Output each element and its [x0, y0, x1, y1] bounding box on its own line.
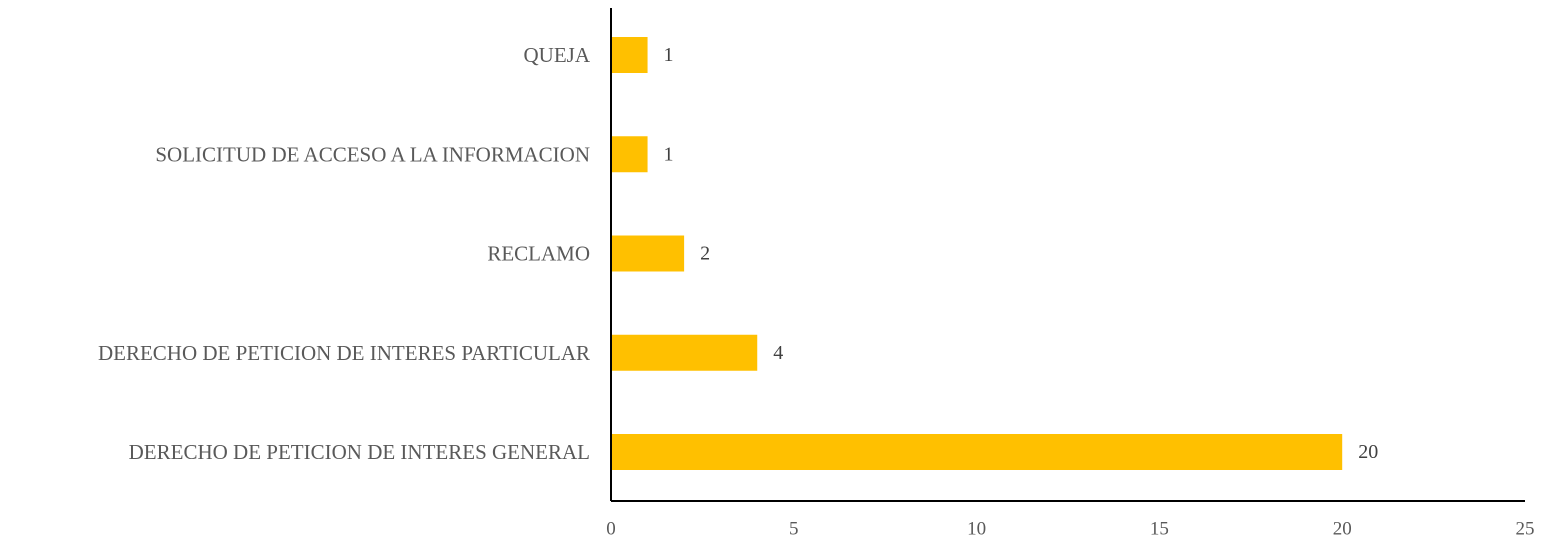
x-tick-label-0: 0 [606, 519, 616, 540]
data-label-1: 1 [664, 143, 674, 165]
x-tick-label-3: 15 [1150, 519, 1169, 540]
x-tick-label-4: 20 [1333, 519, 1352, 540]
data-label-4: 20 [1358, 441, 1378, 463]
category-label-0: QUEJA [524, 43, 591, 67]
x-tick-labels-group: 0 5 10 15 20 25 [606, 519, 1534, 540]
bar-4 [611, 434, 1343, 470]
bars-group [611, 37, 1343, 470]
bar-3 [611, 334, 758, 371]
x-tick-label-2: 10 [967, 519, 986, 540]
bar-2 [611, 235, 685, 272]
data-label-3: 4 [773, 342, 783, 364]
data-label-0: 1 [664, 44, 674, 66]
x-tick-label-5: 25 [1516, 519, 1535, 540]
bar-0 [611, 37, 648, 73]
category-label-2: RECLAMO [487, 242, 590, 266]
bar-1 [611, 136, 648, 173]
x-tick-label-1: 5 [789, 519, 799, 540]
category-label-3: DERECHO DE PETICION DE INTERES PARTICULA… [98, 341, 590, 365]
category-labels-group: QUEJA SOLICITUD DE ACCESO A LA INFORMACIO… [98, 43, 591, 464]
category-label-4: DERECHO DE PETICION DE INTERES GENERAL [129, 440, 590, 464]
data-label-2: 2 [700, 243, 710, 265]
category-label-1: SOLICITUD DE ACCESO A LA INFORMACION [155, 142, 590, 166]
data-labels-group: 1 1 2 4 20 [664, 44, 1379, 463]
